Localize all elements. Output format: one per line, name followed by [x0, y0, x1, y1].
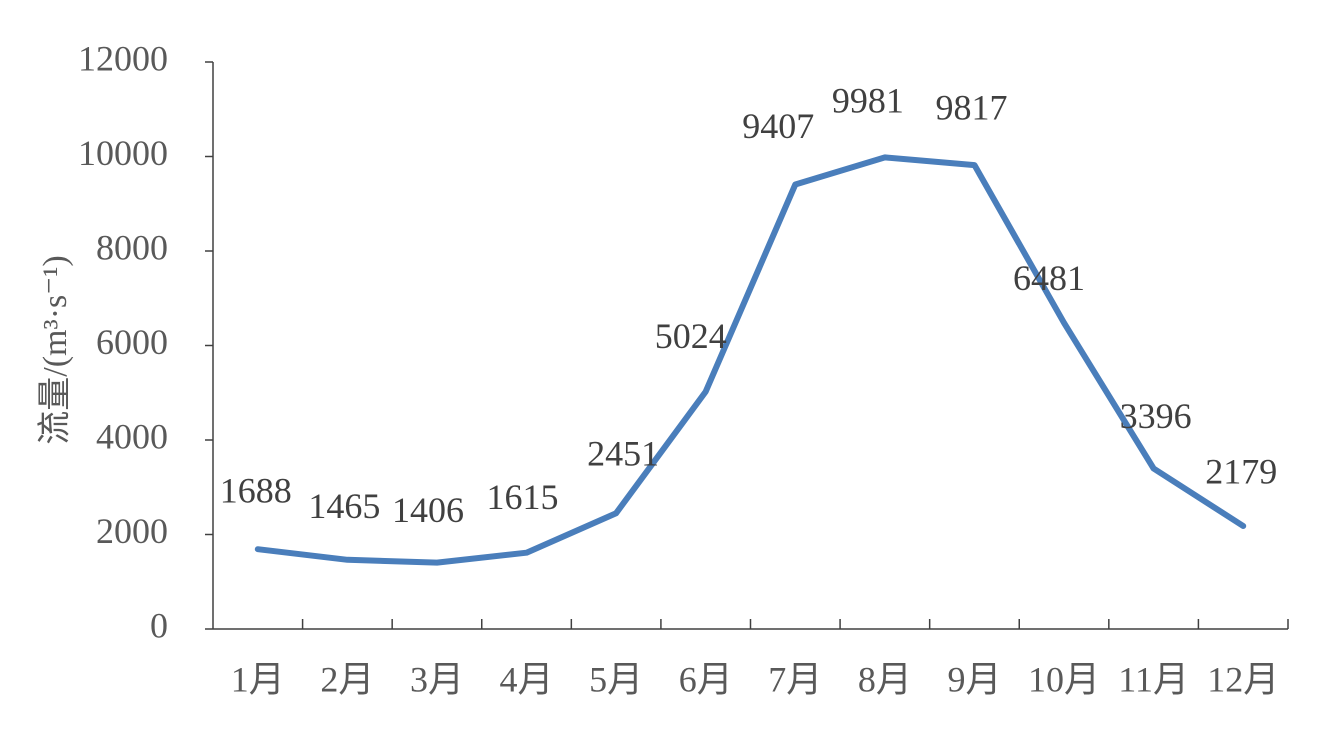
data-label: 1688 — [220, 471, 292, 511]
y-ticks: 0 2000 4000 6000 8000 10000 12000 — [78, 38, 213, 645]
y-tick-label: 0 — [150, 605, 168, 645]
x-ticks: 1月 2月 3月 4月 5月 6月 7月 8月 9月 10月 11月 12月 — [231, 619, 1289, 699]
data-label: 6481 — [1013, 258, 1085, 298]
data-label: 2179 — [1205, 451, 1277, 491]
data-label: 1615 — [487, 477, 559, 517]
flow-series-line — [254, 154, 1247, 566]
y-tick-label: 12000 — [78, 38, 168, 78]
data-labels: 1688 1465 1406 1615 2451 5024 9407 9981 9817 6481… — [220, 81, 1277, 530]
y-tick-label: 8000 — [96, 227, 168, 267]
data-label: 5024 — [655, 316, 727, 356]
y-tick-label: 10000 — [78, 133, 168, 173]
y-tick-label: 6000 — [96, 322, 168, 362]
data-label: 9817 — [935, 87, 1007, 127]
data-label: 9407 — [742, 106, 814, 146]
data-label: 2451 — [587, 433, 659, 473]
x-tick-label: 4月 — [500, 659, 554, 699]
data-label: 9981 — [832, 81, 904, 121]
x-tick-label: 5月 — [589, 659, 643, 699]
x-tick-label: 1月 — [231, 659, 285, 699]
x-tick-label: 12月 — [1207, 659, 1279, 699]
x-tick-label: 10月 — [1028, 659, 1100, 699]
x-tick-label: 11月 — [1118, 659, 1189, 699]
y-axis-label: 流量/(m³·s⁻¹) — [36, 255, 74, 444]
x-tick-label: 2月 — [320, 659, 374, 699]
x-tick-label: 3月 — [410, 659, 464, 699]
x-tick-label: 7月 — [768, 659, 822, 699]
data-label: 1465 — [308, 486, 380, 526]
data-label: 1406 — [392, 490, 464, 530]
axes — [212, 62, 1288, 630]
x-tick-label: 6月 — [679, 659, 733, 699]
y-tick-label: 4000 — [96, 416, 168, 456]
x-tick-label: 9月 — [947, 659, 1001, 699]
y-tick-label: 2000 — [96, 511, 168, 551]
data-label: 3396 — [1120, 396, 1192, 436]
x-tick-label: 8月 — [858, 659, 912, 699]
